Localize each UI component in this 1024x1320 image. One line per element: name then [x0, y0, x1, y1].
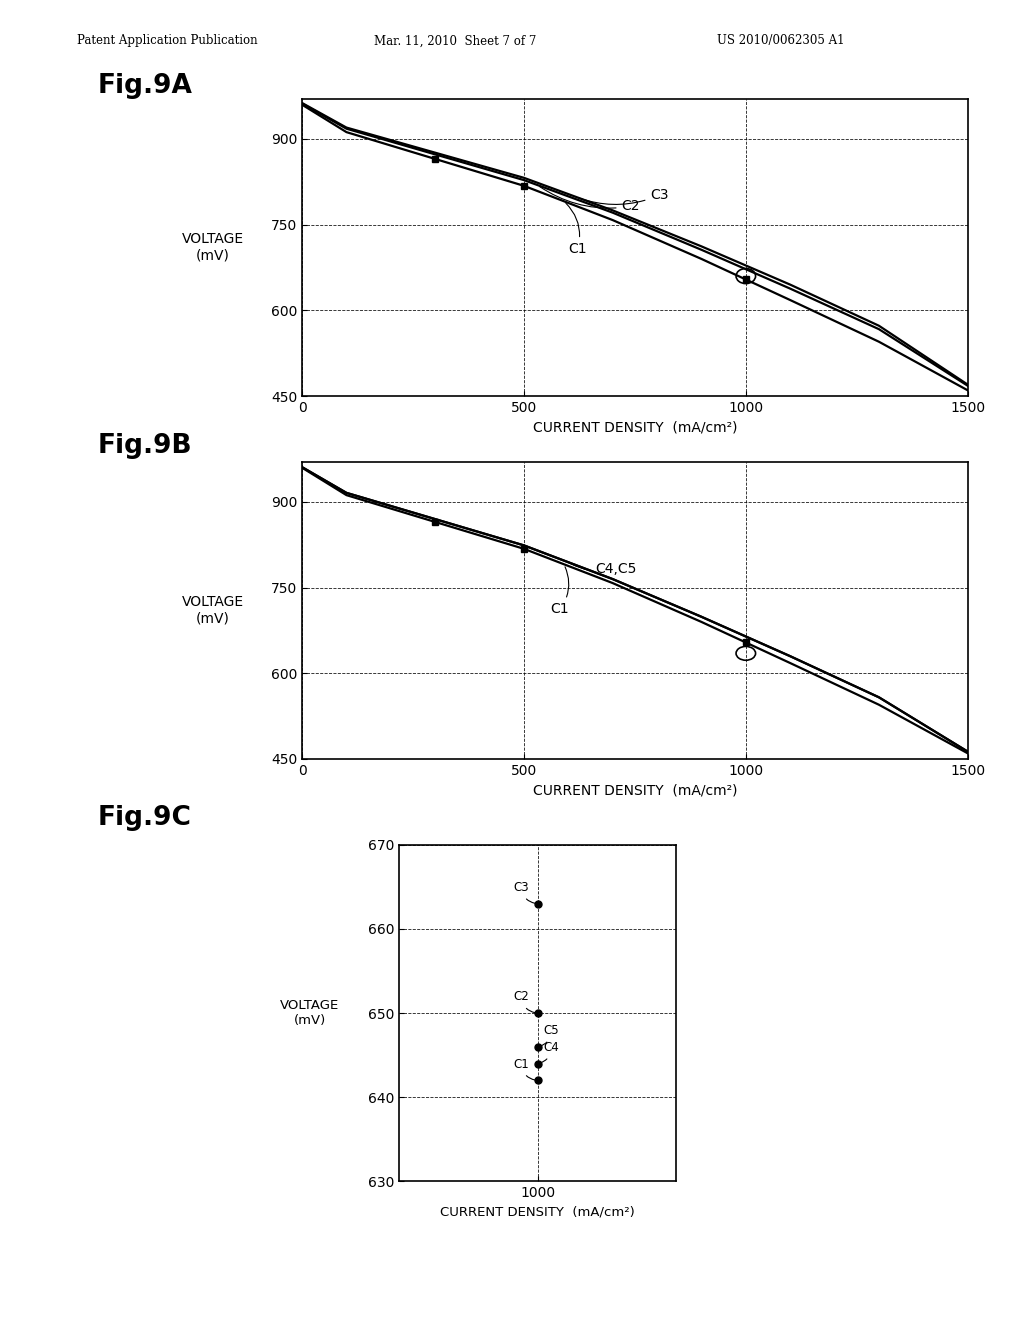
Text: C4: C4: [541, 1041, 559, 1063]
Text: Fig.9B: Fig.9B: [97, 433, 191, 459]
Text: C3: C3: [514, 880, 535, 903]
Text: C3: C3: [580, 187, 669, 205]
Text: C2: C2: [540, 186, 640, 214]
Text: C4,C5: C4,C5: [570, 562, 636, 577]
Text: C1: C1: [566, 203, 587, 256]
Text: Patent Application Publication: Patent Application Publication: [77, 34, 257, 48]
Text: US 2010/0062305 A1: US 2010/0062305 A1: [717, 34, 845, 48]
X-axis label: CURRENT DENSITY  (mA/cm²): CURRENT DENSITY (mA/cm²): [532, 420, 737, 434]
Y-axis label: VOLTAGE
(mV): VOLTAGE (mV): [280, 999, 339, 1027]
Y-axis label: VOLTAGE
(mV): VOLTAGE (mV): [181, 595, 244, 626]
Text: Fig.9C: Fig.9C: [97, 805, 191, 832]
Y-axis label: VOLTAGE
(mV): VOLTAGE (mV): [181, 232, 244, 263]
X-axis label: CURRENT DENSITY  (mA/cm²): CURRENT DENSITY (mA/cm²): [440, 1205, 635, 1218]
Text: C1: C1: [514, 1057, 535, 1080]
Text: Fig.9A: Fig.9A: [97, 73, 193, 99]
X-axis label: CURRENT DENSITY  (mA/cm²): CURRENT DENSITY (mA/cm²): [532, 783, 737, 797]
Text: C1: C1: [551, 566, 569, 616]
Text: Mar. 11, 2010  Sheet 7 of 7: Mar. 11, 2010 Sheet 7 of 7: [374, 34, 537, 48]
Text: C5: C5: [541, 1024, 559, 1045]
Text: C2: C2: [514, 990, 535, 1012]
